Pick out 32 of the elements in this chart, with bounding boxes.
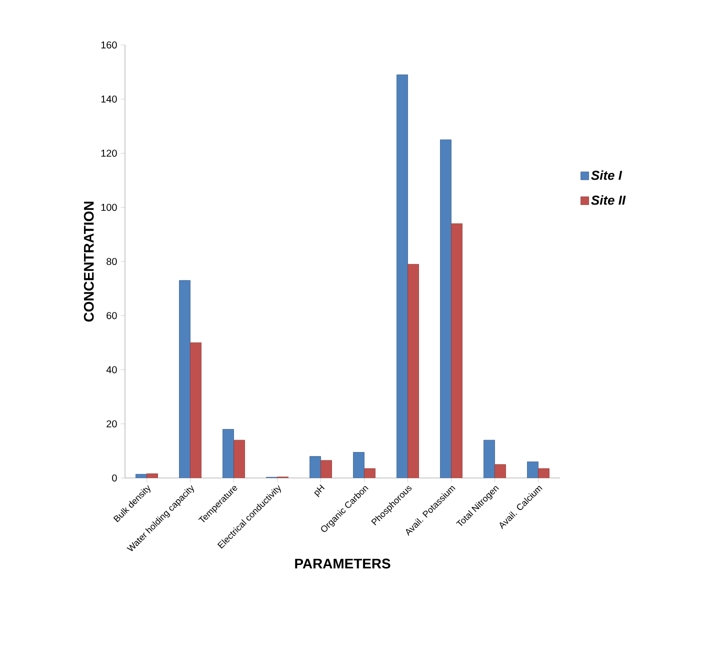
y-tick-label: 160 xyxy=(101,41,117,49)
bar xyxy=(396,74,408,478)
bar xyxy=(538,468,550,478)
bar xyxy=(310,456,321,478)
bar xyxy=(364,468,376,478)
y-tick-label: 140 xyxy=(101,96,117,103)
bar xyxy=(440,140,452,478)
y-tick-label: 60 xyxy=(106,312,117,320)
bar xyxy=(494,464,506,478)
bar xyxy=(146,473,158,478)
bar xyxy=(527,462,538,478)
bar xyxy=(484,440,495,478)
y-tick-label: 100 xyxy=(101,204,117,211)
bar xyxy=(136,474,147,478)
bar xyxy=(190,342,202,478)
bar xyxy=(179,280,190,478)
y-tick-label: 0 xyxy=(112,474,117,482)
y-tick-label: 80 xyxy=(106,258,117,266)
bar xyxy=(320,460,332,478)
legend-label: Site I xyxy=(591,170,622,180)
bar xyxy=(234,440,245,478)
y-tick-label: 40 xyxy=(106,366,117,374)
bar xyxy=(222,429,234,478)
y-tick-label: 120 xyxy=(101,150,117,157)
x-tick-label: pH xyxy=(314,484,325,498)
legend-label: Site II xyxy=(591,195,626,205)
x-axis-title: PARAMETERS xyxy=(295,558,390,569)
y-tick-label: 20 xyxy=(106,420,117,428)
bar xyxy=(451,223,462,478)
bar xyxy=(353,452,364,478)
y-axis-title: CONCENTRATION xyxy=(84,202,94,322)
bar xyxy=(408,264,419,478)
